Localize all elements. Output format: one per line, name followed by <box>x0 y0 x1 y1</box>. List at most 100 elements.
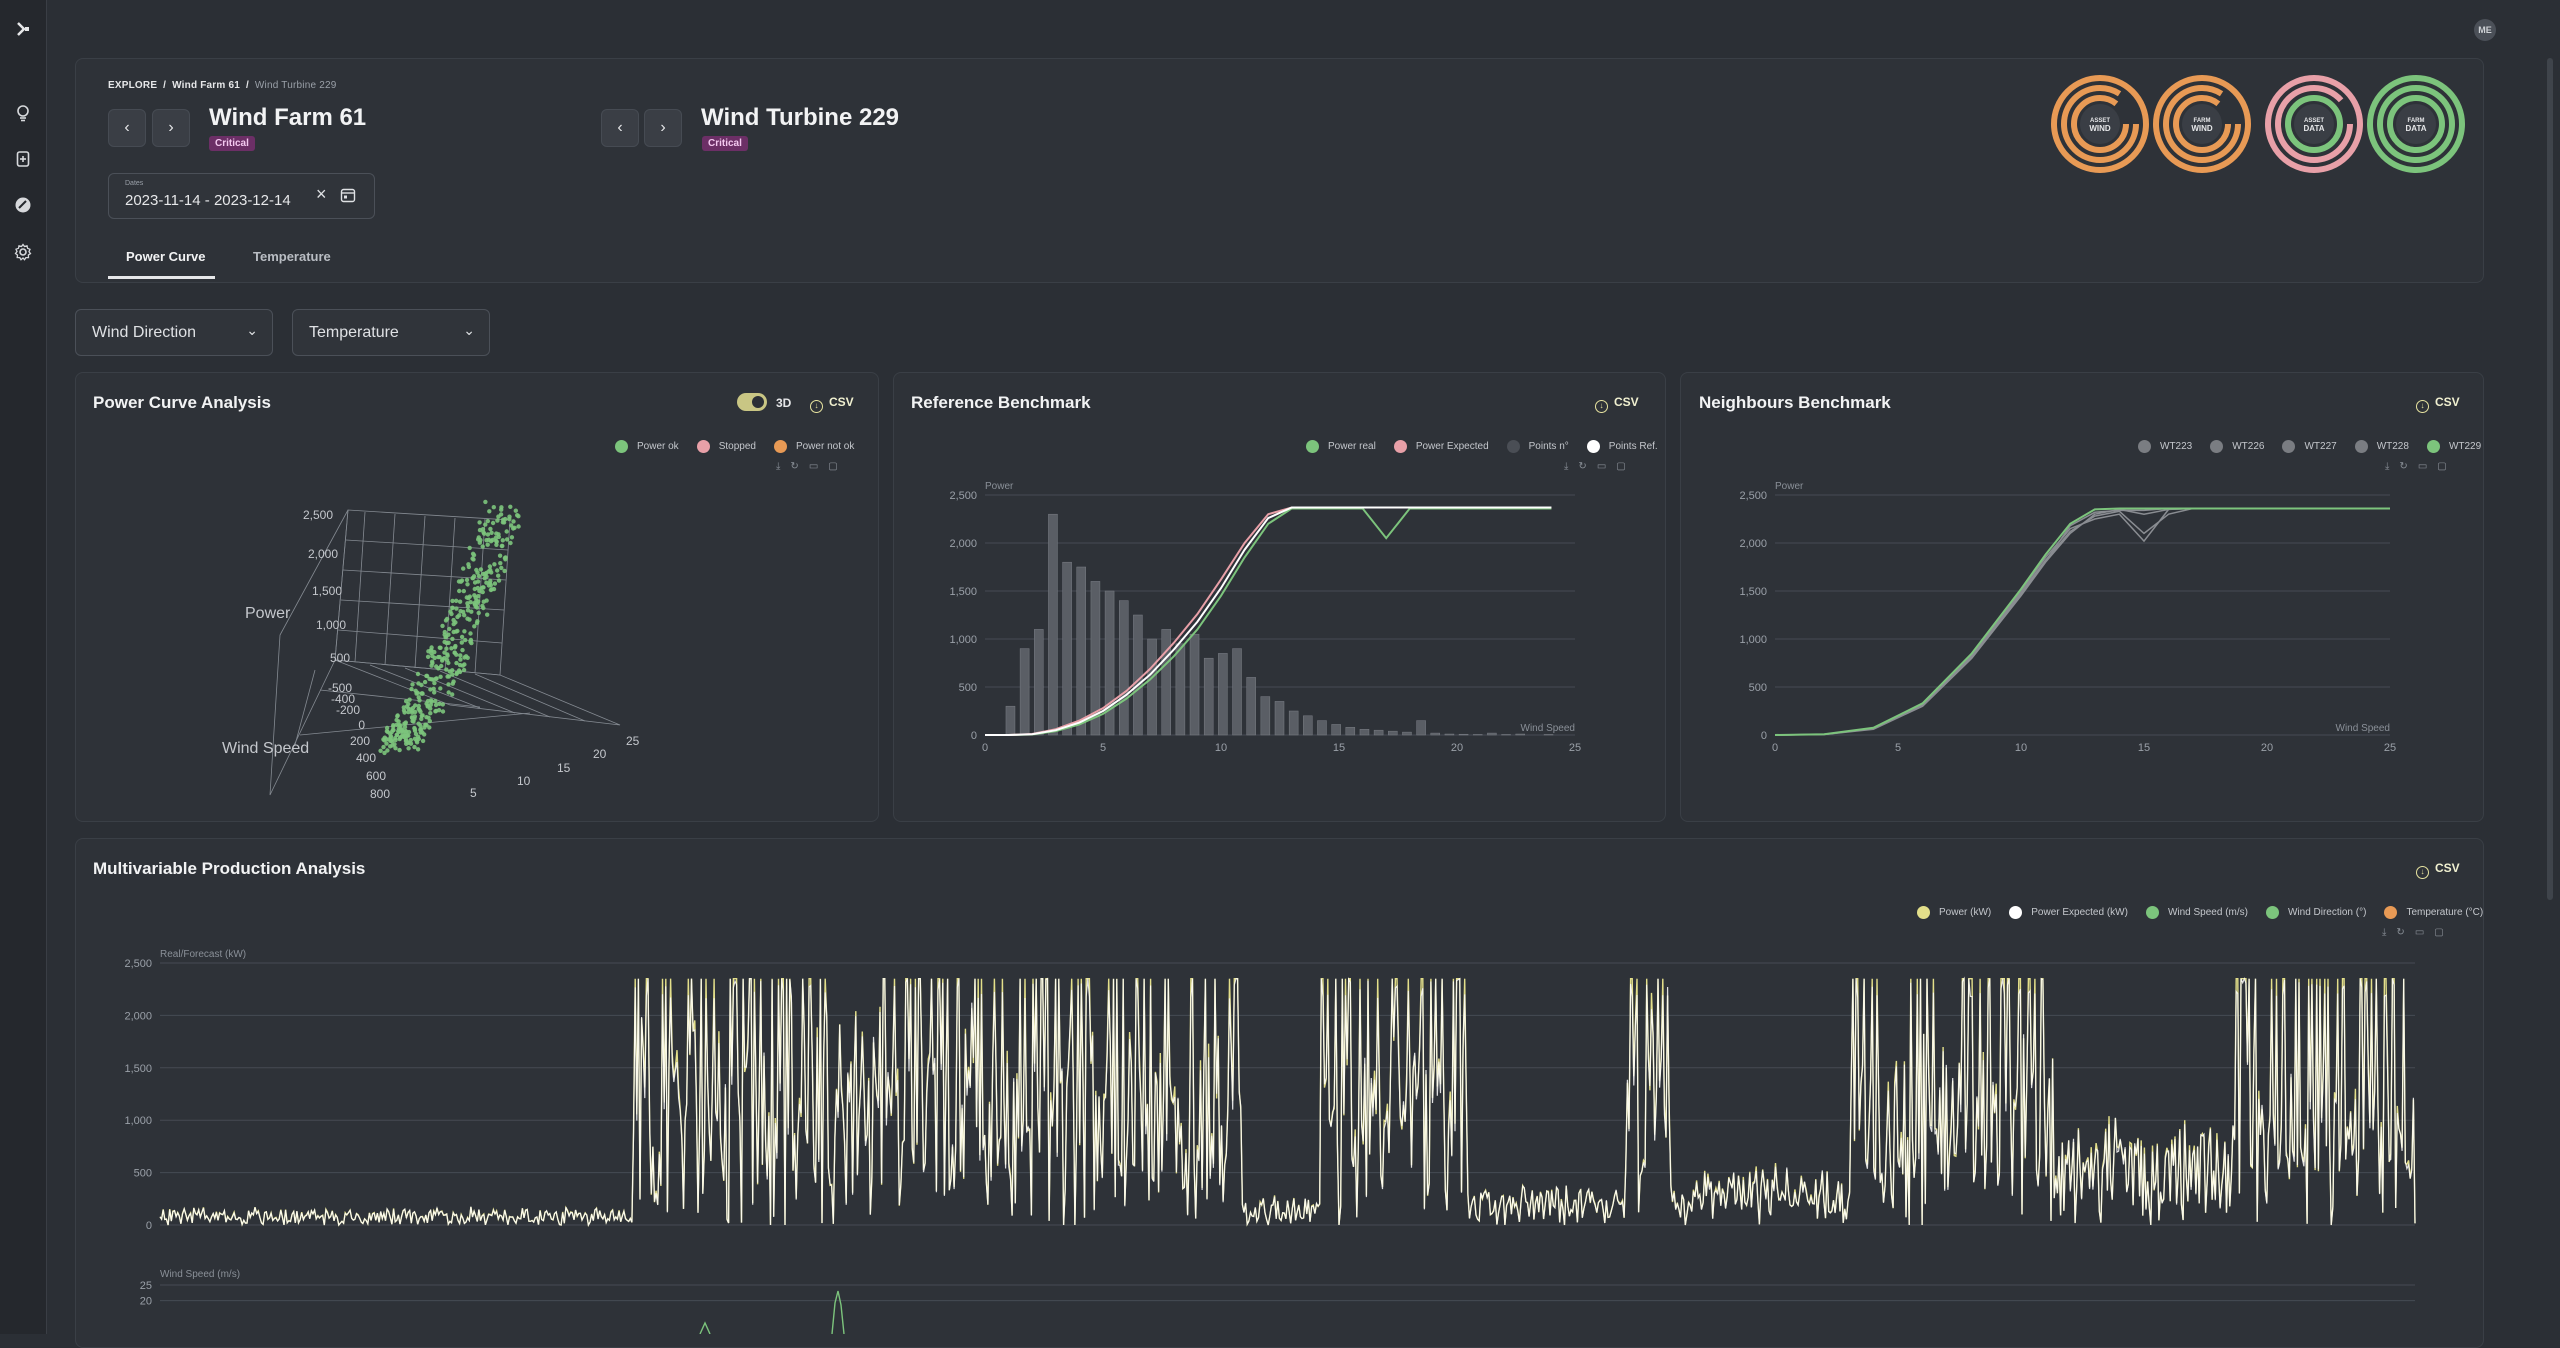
legend-item[interactable]: Wind Direction (°) <box>2266 906 2366 919</box>
date-range-value[interactable]: 2023-11-14 - 2023-12-14 <box>125 192 291 209</box>
y-tick-label: 1,000 <box>949 634 977 646</box>
farm-next-button[interactable]: › <box>152 109 190 147</box>
y-tick-label: 0 <box>1761 730 1767 742</box>
legend-item[interactable]: Power (kW) <box>1917 906 1991 919</box>
scatter-point <box>479 567 483 571</box>
calendar-icon[interactable] <box>340 187 356 208</box>
z-tick: 1,000 <box>316 618 346 632</box>
legend-item[interactable]: Power Expected (kW) <box>2009 906 2128 919</box>
gauge-icon[interactable] <box>12 194 34 216</box>
legend-item[interactable]: Power real <box>1306 440 1376 453</box>
scatter-point <box>481 590 485 594</box>
neighbours-csv-button[interactable]: ↓CSV <box>2416 395 2460 413</box>
scatter-point <box>438 675 442 679</box>
scatter-point <box>496 532 500 536</box>
scatter-point <box>483 500 487 504</box>
legend-item[interactable]: WT228 <box>2355 440 2409 453</box>
asset-data-gauge[interactable]: ASSET DATA <box>2268 78 2360 170</box>
temperature-dropdown[interactable]: Temperature ⌄ <box>292 309 490 356</box>
asset-wind-gauge[interactable]: ASSET WIND <box>2054 78 2146 170</box>
reference-csv-button[interactable]: ↓CSV <box>1595 395 1639 413</box>
farm-data-gauge[interactable]: FARM DATA <box>2370 78 2462 170</box>
user-avatar[interactable]: ME <box>2474 19 2496 41</box>
scatter-point <box>450 637 454 641</box>
legend-item[interactable]: WT223 <box>2138 440 2192 453</box>
turbine-prev-button[interactable]: ‹ <box>601 109 639 147</box>
histogram-bar <box>1006 706 1015 735</box>
restore-icon[interactable]: ↻ <box>2396 927 2404 938</box>
download-icon: ↓ <box>810 400 823 413</box>
save-image-icon[interactable]: ⤓ <box>1564 461 1568 472</box>
series-line-wt229 <box>1775 508 2390 735</box>
y2-axis-label: Wind Speed (m/s) <box>160 1269 240 1280</box>
save-image-icon[interactable]: ⤓ <box>2382 927 2386 938</box>
data-view-icon[interactable]: ▭ <box>1597 461 1606 472</box>
scatter-point <box>421 739 425 743</box>
x-tick-label: 10 <box>2015 742 2027 754</box>
zoom-icon[interactable]: ▢ <box>1616 461 1625 472</box>
y-tick-label: 20 <box>140 1296 152 1308</box>
histogram-bar <box>1417 721 1426 735</box>
wind-direction-dropdown[interactable]: Wind Direction ⌄ <box>75 309 273 356</box>
scatter-point <box>437 708 441 712</box>
legend-item[interactable]: Wind Speed (m/s) <box>2146 906 2248 919</box>
scatter-point <box>483 576 487 580</box>
legend-item[interactable]: Power ok <box>615 440 679 453</box>
z-tick: 600 <box>366 769 386 783</box>
save-image-icon[interactable]: ⤓ <box>776 461 780 472</box>
legend-item[interactable]: WT229 <box>2427 440 2481 453</box>
zoom-icon[interactable]: ▢ <box>828 461 837 472</box>
scatter-point <box>461 566 465 570</box>
legend-item[interactable]: Stopped <box>697 440 756 453</box>
legend-item[interactable]: Points n° <box>1507 440 1569 453</box>
restore-icon[interactable]: ↻ <box>2399 461 2407 472</box>
turbine-next-button[interactable]: › <box>644 109 682 147</box>
scatter-point <box>460 648 464 652</box>
scatter-point <box>384 741 388 745</box>
3d-toggle[interactable] <box>737 393 767 411</box>
scatter-point <box>457 589 461 593</box>
breadcrumb-root[interactable]: EXPLORE <box>108 80 157 91</box>
legend-item[interactable]: Points Ref. <box>1587 440 1658 453</box>
scatter-point <box>391 724 395 728</box>
legend-item[interactable]: Power Expected <box>1394 440 1489 453</box>
legend-item[interactable]: WT226 <box>2210 440 2264 453</box>
farm-wind-gauge[interactable]: FARM WIND <box>2156 78 2248 170</box>
lightbulb-icon[interactable] <box>12 102 34 124</box>
legend-item[interactable]: Temperature (°C) <box>2384 906 2483 919</box>
document-icon[interactable] <box>12 148 34 170</box>
scatter-point <box>430 661 434 665</box>
farm-prev-button[interactable]: ‹ <box>108 109 146 147</box>
multivariable-csv-button[interactable]: ↓CSV <box>2416 861 2460 879</box>
data-view-icon[interactable]: ▭ <box>2418 461 2427 472</box>
zoom-icon[interactable]: ▢ <box>2434 927 2443 938</box>
save-image-icon[interactable]: ⤓ <box>2385 461 2389 472</box>
zoom-icon[interactable]: ▢ <box>2437 461 2446 472</box>
scatter-point <box>502 520 506 524</box>
multivariable-title: Multivariable Production Analysis <box>93 859 365 879</box>
page-scrollbar[interactable] <box>2547 58 2553 900</box>
y-tick-label: 25 <box>140 1280 152 1292</box>
data-view-icon[interactable]: ▭ <box>2415 927 2424 938</box>
scatter-point <box>434 676 438 680</box>
scatter-point <box>492 562 496 566</box>
legend-item[interactable]: WT227 <box>2282 440 2336 453</box>
breadcrumb-farm[interactable]: Wind Farm 61 <box>172 80 240 91</box>
scatter-point <box>417 704 421 708</box>
tab-power-curve[interactable]: Power Curve <box>126 249 205 264</box>
scatter-point <box>468 600 472 604</box>
scatter-point <box>381 745 385 749</box>
app-logo-icon[interactable] <box>12 18 34 40</box>
data-view-icon[interactable]: ▭ <box>809 461 818 472</box>
restore-icon[interactable]: ↻ <box>790 461 798 472</box>
power-curve-csv-button[interactable]: ↓CSV <box>810 395 854 413</box>
tab-temperature[interactable]: Temperature <box>253 249 331 264</box>
scatter-point <box>495 518 499 522</box>
settings-gear-icon[interactable] <box>12 241 34 263</box>
date-range-field[interactable]: Dates 2023-11-14 - 2023-12-14 × <box>108 173 375 219</box>
clear-date-icon[interactable]: × <box>316 184 327 205</box>
restore-icon[interactable]: ↻ <box>1578 461 1586 472</box>
y-tick-label: 1,500 <box>124 1063 152 1075</box>
legend-item[interactable]: Power not ok <box>774 440 854 453</box>
scatter-point <box>499 505 503 509</box>
